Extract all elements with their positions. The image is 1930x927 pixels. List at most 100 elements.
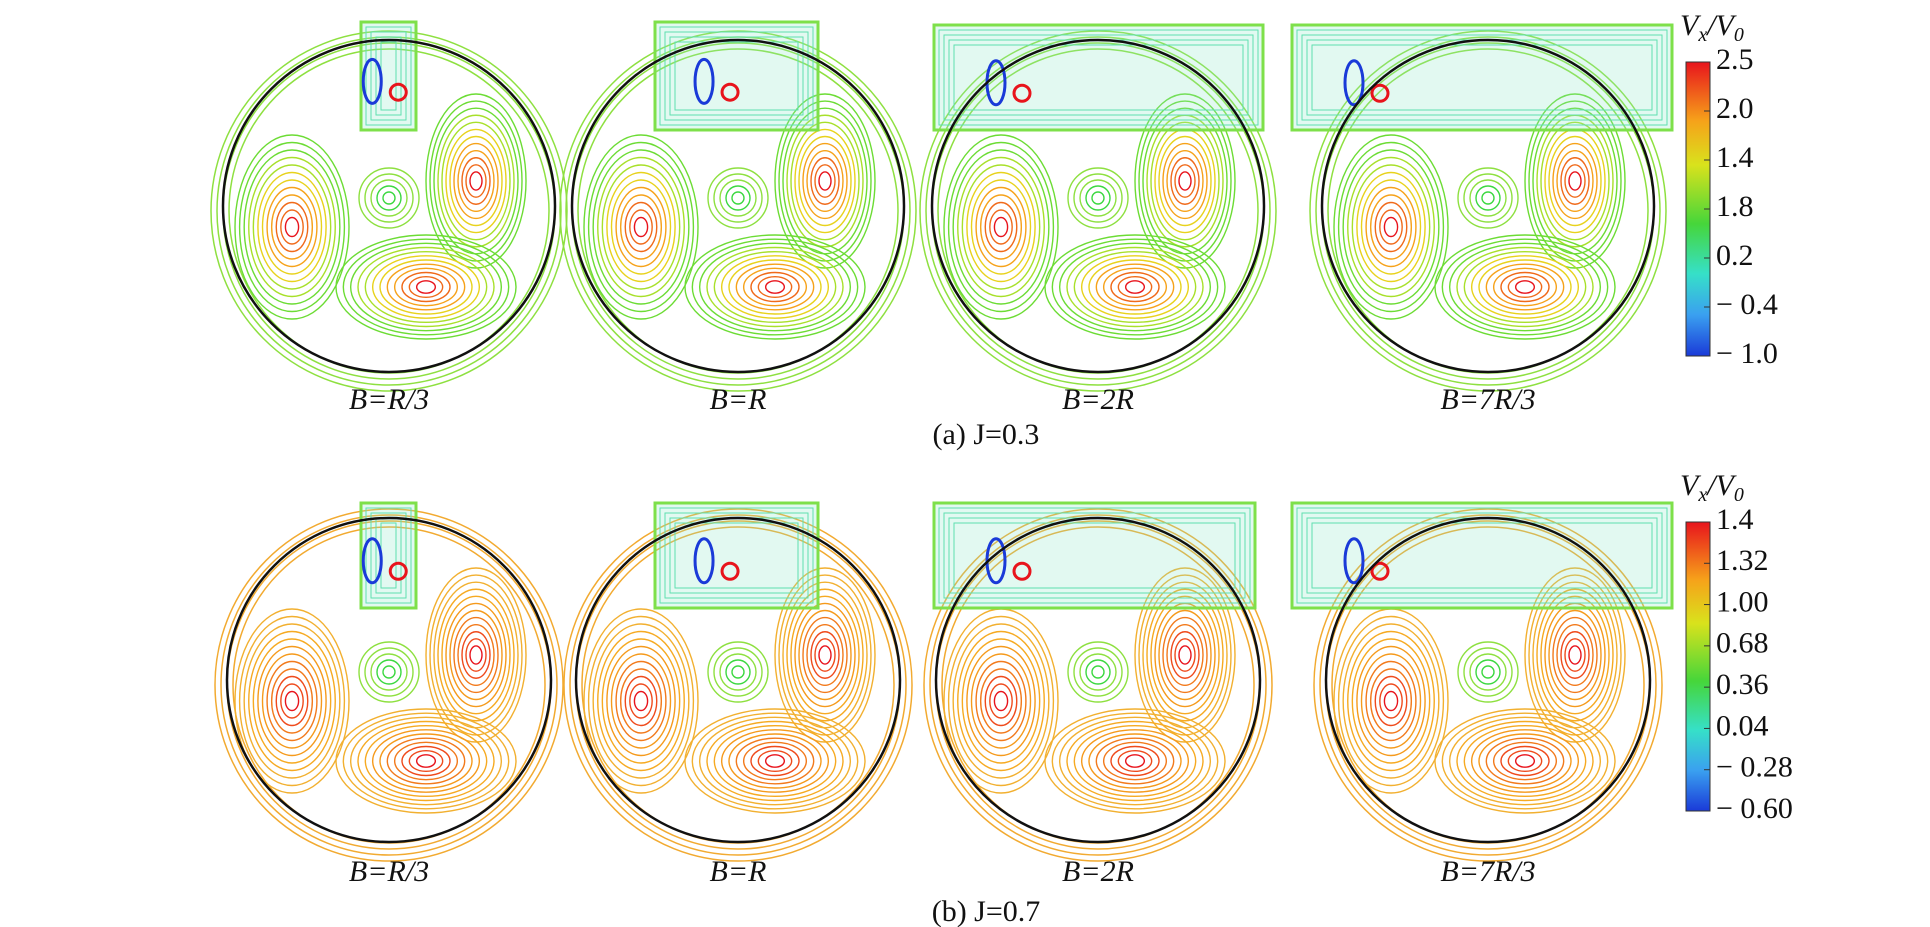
contour-line [349,242,503,332]
contour-line [214,508,564,862]
contour-line [376,185,402,211]
contour-line [659,26,814,126]
contour-line [707,167,769,229]
colorbar-tick-label: − 0.60 [1716,792,1793,825]
contour-line [445,602,507,708]
contour-line [953,44,1244,111]
contour-line [1073,724,1197,798]
contour-line [382,191,396,205]
contour-line [720,255,830,319]
contour-line [357,246,495,328]
contour-plot [210,20,568,392]
contour-line [1154,128,1216,234]
contour-line [1470,729,1580,793]
contour-line [243,623,341,779]
contour-line [1088,733,1182,789]
contour-line [1311,522,1653,589]
colorbar-tick-label: − 0.4 [1716,288,1778,321]
contour-line [966,171,1036,283]
contour-line [684,708,866,814]
contour-line [266,660,318,742]
contour-line [975,660,1027,742]
title-part: x [1697,484,1707,506]
contour-line [1560,631,1590,679]
contour-line [275,201,309,253]
contour-line [806,149,844,213]
contour-line [719,179,757,217]
contour-line [674,522,799,589]
contour-line [713,647,763,697]
contour-line [597,630,685,772]
contour-line [691,238,859,336]
contour-line [1337,615,1445,787]
contour-line [284,216,300,238]
contour-line [469,171,483,191]
contour-line [1536,588,1614,722]
contour-line [1478,259,1572,315]
vortex-high [1012,561,1032,581]
contour-line [371,255,481,319]
contour-line [379,733,473,789]
contour-line [750,745,800,777]
contour-line [382,665,396,679]
contour-line [1051,712,1219,810]
contour-line [1540,121,1610,241]
contour-line [252,164,332,290]
title-part: 0 [1734,24,1744,46]
contour-line [429,574,523,736]
contour-line [1448,716,1602,806]
contour-line [1564,164,1586,198]
contour-line [1441,238,1609,336]
contour-line [1319,514,1657,856]
contour-line [1456,720,1594,802]
contour-line [1296,29,1668,126]
contour-line [1117,749,1153,773]
contour-line [437,114,515,248]
contour-line [619,668,663,734]
contour-line [790,121,860,241]
contour-line [989,683,1013,719]
panel-label: B=7R/3 [1440,855,1535,888]
contour-line [691,712,859,810]
contour-line [248,156,336,298]
contour-line [257,171,327,283]
contour-line [735,737,815,785]
contour-line [802,142,848,220]
contour-line [1485,263,1565,311]
contour-line [1524,93,1626,269]
contour-line [966,645,1036,757]
title-part: /V [1705,9,1737,42]
contour-line [1351,164,1431,290]
colorbar-tick-label: 1.00 [1716,585,1769,618]
contour-line [938,29,1259,126]
contour-line [1552,142,1598,220]
contour-line [1313,508,1663,862]
contour-line [1507,749,1543,773]
contour-line [786,114,864,248]
contour-line [1379,683,1403,719]
contour-line [633,690,649,712]
colorbar-tick-label: 2.5 [1716,43,1754,76]
contour-line [1315,36,1661,386]
contour-line [270,668,314,734]
contour-line [1524,567,1626,743]
contour-line [624,675,658,727]
rotor-circle [930,38,1266,374]
contour-line [735,263,815,311]
contour-line [1044,708,1226,814]
contour-line [1301,34,1663,121]
contour-line [1110,271,1160,303]
contour-line [961,638,1041,764]
contour-line [365,26,412,126]
contour-line [371,729,481,793]
contour-line [1067,641,1129,703]
contour-line [1365,186,1417,268]
contour-line [210,30,568,392]
blade-region [1290,23,1674,132]
contour-line [1360,653,1422,749]
contour-line [1347,156,1435,298]
contour-line [719,653,757,691]
contour-line [1514,754,1536,768]
blade-region [932,23,1265,132]
contour-line [713,724,837,798]
